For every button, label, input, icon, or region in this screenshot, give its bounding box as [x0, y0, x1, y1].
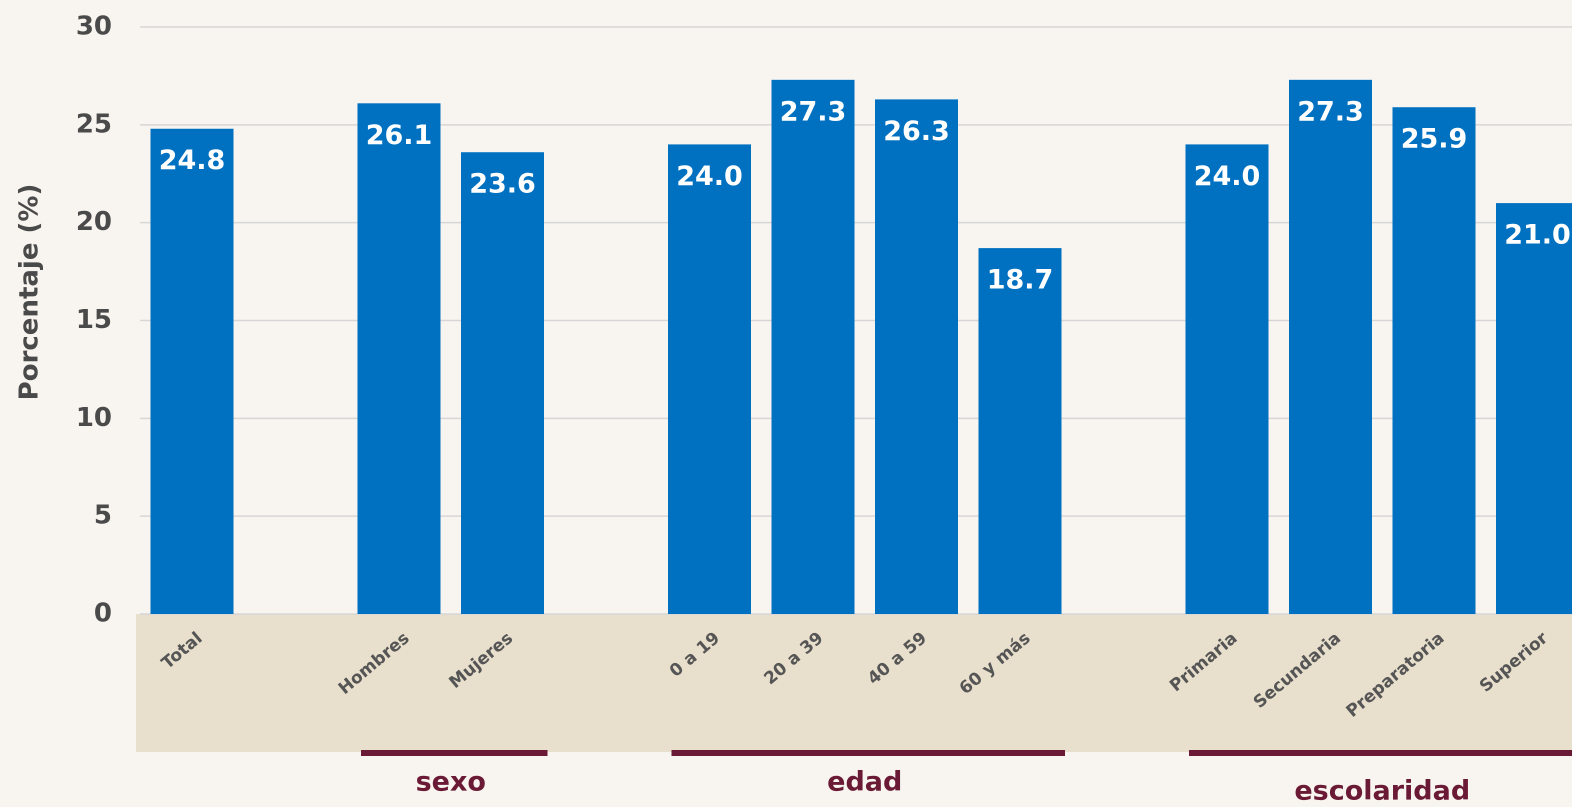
- bar: [668, 144, 751, 614]
- y-tick-label: 10: [76, 403, 112, 433]
- group-label: edad: [827, 767, 902, 798]
- value-label: 25.9: [1401, 124, 1468, 155]
- bar: [875, 99, 958, 614]
- bar: [1392, 107, 1476, 615]
- bar: [1185, 144, 1269, 614]
- bar: [150, 128, 234, 614]
- group-label: sexo: [416, 767, 486, 798]
- value-label: 18.7: [987, 265, 1054, 296]
- bar: [978, 248, 1062, 614]
- bar: [461, 152, 544, 614]
- value-label: 27.3: [780, 96, 847, 127]
- value-label: 23.6: [469, 169, 536, 200]
- value-label: 24.0: [676, 161, 743, 192]
- bar: [1289, 79, 1372, 614]
- value-label: 24.0: [1194, 161, 1261, 192]
- value-label: 27.3: [1297, 96, 1364, 127]
- y-tick-label: 15: [76, 305, 112, 335]
- bar: [1496, 203, 1572, 614]
- y-tick-label: 30: [76, 12, 112, 42]
- group-label: escolaridad: [1294, 776, 1470, 807]
- y-tick-label: 25: [76, 109, 112, 139]
- value-label: 26.1: [366, 120, 433, 151]
- value-label: 24.8: [159, 145, 226, 176]
- value-label: 26.3: [883, 116, 950, 147]
- y-tick-label: 5: [94, 501, 112, 531]
- bar: [771, 79, 855, 614]
- y-axis-label: Porcentaje (%): [15, 184, 45, 401]
- y-tick-label: 20: [76, 207, 112, 237]
- bar: [357, 103, 441, 614]
- value-label: 21.0: [1504, 220, 1571, 251]
- y-tick-label: 0: [94, 599, 112, 629]
- category-band: [136, 614, 1572, 752]
